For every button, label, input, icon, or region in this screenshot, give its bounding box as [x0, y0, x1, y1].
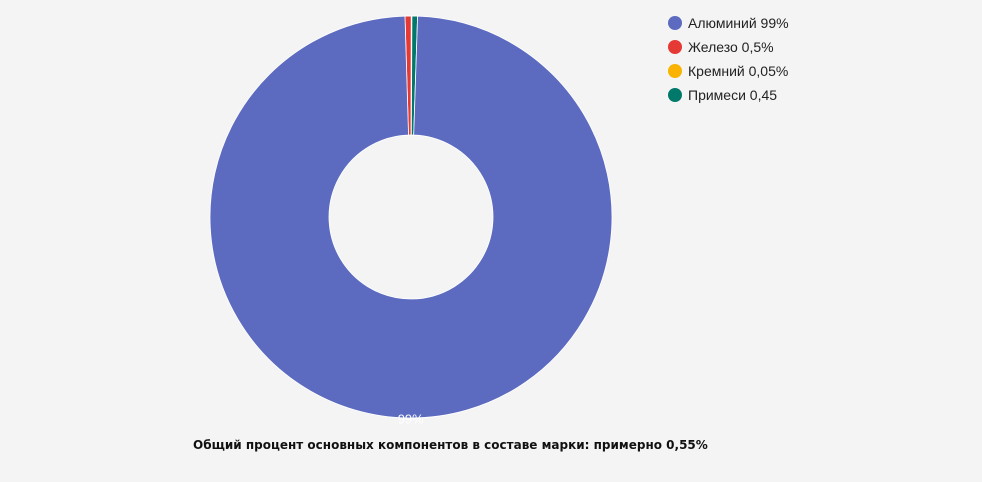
slice-labels: 99%	[398, 411, 424, 426]
chart-caption: Общий процент основных компонентов в сос…	[193, 438, 708, 452]
legend-label-0: Алюминий 99%	[688, 15, 789, 31]
legend-label-2: Кремний 0,05%	[688, 63, 788, 79]
legend-marker-2	[668, 64, 682, 78]
legend-marker-0	[668, 16, 682, 30]
legend-label-1: Железо 0,5%	[688, 39, 774, 55]
slice-data-label-0: 99%	[398, 411, 424, 426]
legend-item-0[interactable]: Алюминий 99%	[668, 15, 789, 31]
legend-item-1[interactable]: Железо 0,5%	[668, 39, 774, 55]
slice-0	[209, 15, 613, 419]
legend-marker-3	[668, 88, 682, 102]
donut-slices	[209, 15, 613, 419]
legend-item-2[interactable]: Кремний 0,05%	[668, 63, 788, 79]
legend-marker-1	[668, 40, 682, 54]
legend-label-3: Примеси 0,45	[688, 87, 777, 103]
legend-item-3[interactable]: Примеси 0,45	[668, 87, 777, 103]
chart-legend: Алюминий 99% Железо 0,5% Кремний 0,05% Прим…	[668, 15, 789, 103]
